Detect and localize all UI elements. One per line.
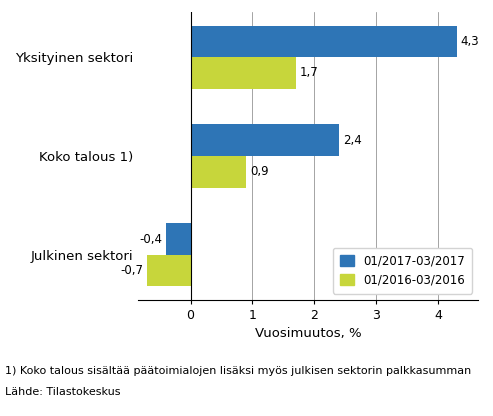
Legend: 01/2017-03/2017, 01/2016-03/2016: 01/2017-03/2017, 01/2016-03/2016 — [333, 248, 472, 294]
X-axis label: Vuosimuutos, %: Vuosimuutos, % — [255, 327, 361, 340]
Bar — [147, 255, 191, 287]
Text: 1,7: 1,7 — [299, 67, 318, 79]
Text: 4,3: 4,3 — [460, 35, 479, 48]
Text: -0,7: -0,7 — [121, 264, 143, 277]
Text: 0,9: 0,9 — [250, 165, 269, 178]
Bar — [191, 156, 246, 188]
Bar — [191, 57, 296, 89]
Text: 2,4: 2,4 — [343, 134, 361, 147]
Text: 1) Koko talous sisältää päätoimialojen lisäksi myös julkisen sektorin palkkasumm: 1) Koko talous sisältää päätoimialojen l… — [5, 366, 471, 376]
Bar — [191, 25, 457, 57]
Bar — [166, 223, 191, 255]
Text: Lähde: Tilastokeskus: Lähde: Tilastokeskus — [5, 387, 120, 397]
Text: -0,4: -0,4 — [139, 233, 162, 245]
Bar — [191, 124, 339, 156]
